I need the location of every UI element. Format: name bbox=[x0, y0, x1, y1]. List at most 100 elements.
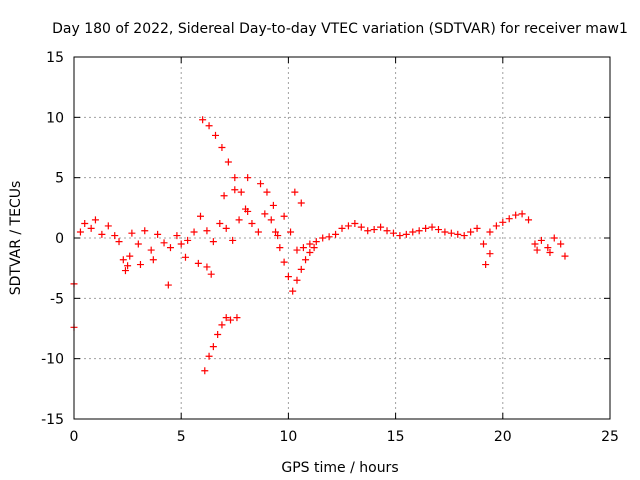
y-tick-label: -15 bbox=[41, 412, 64, 428]
y-tick-label: 10 bbox=[46, 110, 64, 126]
data-point bbox=[402, 230, 410, 238]
chart-title: Day 180 of 2022, Sidereal Day-to-day VTE… bbox=[52, 21, 628, 37]
data-point bbox=[218, 321, 226, 329]
data-point bbox=[233, 314, 241, 322]
data-point bbox=[415, 227, 423, 235]
data-point bbox=[160, 239, 168, 247]
data-point bbox=[505, 215, 513, 223]
data-point bbox=[214, 331, 222, 339]
y-tick-label: 5 bbox=[55, 171, 64, 187]
data-point bbox=[272, 228, 280, 236]
data-point bbox=[224, 158, 232, 166]
data-point bbox=[124, 262, 132, 270]
data-point bbox=[201, 367, 209, 375]
data-point bbox=[377, 223, 385, 231]
data-point bbox=[280, 212, 288, 220]
data-point bbox=[274, 232, 282, 240]
data-point bbox=[428, 223, 436, 231]
data-point bbox=[196, 212, 204, 220]
data-point bbox=[531, 240, 539, 248]
data-point bbox=[227, 316, 235, 324]
data-point bbox=[244, 207, 252, 215]
data-point bbox=[434, 226, 442, 234]
data-point bbox=[119, 256, 127, 264]
data-point bbox=[173, 232, 181, 240]
data-point bbox=[222, 314, 230, 322]
data-point bbox=[244, 174, 252, 182]
data-point bbox=[561, 252, 569, 260]
data-point bbox=[512, 211, 520, 219]
data-point bbox=[422, 224, 430, 232]
series-main-band bbox=[70, 205, 569, 331]
data-point bbox=[209, 238, 217, 246]
data-point bbox=[235, 216, 243, 224]
data-point bbox=[486, 228, 494, 236]
data-point bbox=[134, 240, 142, 248]
y-tick-label: -10 bbox=[41, 352, 64, 368]
data-point bbox=[332, 230, 340, 238]
data-point bbox=[291, 188, 299, 196]
data-point bbox=[480, 240, 488, 248]
data-point bbox=[121, 267, 129, 275]
data-point bbox=[164, 281, 172, 289]
data-point bbox=[207, 270, 215, 278]
data-point bbox=[205, 352, 213, 360]
data-point bbox=[154, 230, 162, 238]
data-point bbox=[364, 227, 372, 235]
data-point bbox=[492, 222, 500, 230]
data-point bbox=[128, 229, 136, 237]
data-point bbox=[297, 199, 305, 207]
data-point bbox=[409, 228, 417, 236]
data-point bbox=[231, 174, 239, 182]
data-point bbox=[194, 259, 202, 267]
x-axis-label: GPS time / hours bbox=[281, 460, 398, 476]
data-point bbox=[261, 210, 269, 218]
x-tick-label: 5 bbox=[177, 429, 186, 445]
data-point bbox=[136, 261, 144, 269]
data-points bbox=[70, 116, 569, 375]
data-point bbox=[473, 224, 481, 232]
data-point bbox=[284, 273, 292, 281]
data-point bbox=[87, 224, 95, 232]
data-point bbox=[544, 244, 552, 252]
data-point bbox=[370, 226, 378, 234]
data-point bbox=[325, 233, 333, 241]
data-point bbox=[209, 343, 217, 351]
data-point bbox=[454, 230, 462, 238]
data-point bbox=[269, 201, 277, 209]
data-point bbox=[76, 228, 84, 236]
data-point bbox=[147, 246, 155, 254]
data-point bbox=[81, 220, 89, 228]
data-point bbox=[287, 228, 295, 236]
data-point bbox=[91, 216, 99, 224]
data-point bbox=[257, 180, 265, 188]
series-dip-segment bbox=[272, 228, 318, 295]
data-point bbox=[229, 236, 237, 244]
data-point bbox=[486, 250, 494, 258]
data-point bbox=[126, 252, 134, 260]
data-point bbox=[383, 227, 391, 235]
data-point bbox=[199, 116, 207, 124]
data-point bbox=[104, 222, 112, 230]
data-point bbox=[263, 188, 271, 196]
data-point bbox=[111, 232, 119, 240]
data-point bbox=[237, 188, 245, 196]
data-point bbox=[218, 144, 226, 151]
series-scatter-outliers bbox=[121, 174, 554, 289]
data-point bbox=[254, 228, 262, 236]
data-point bbox=[344, 222, 352, 230]
x-tick-label: 25 bbox=[601, 429, 619, 445]
data-point bbox=[190, 228, 198, 236]
data-point bbox=[525, 216, 533, 224]
data-point bbox=[467, 228, 475, 236]
y-axis-label: SDTVAR / TECUs bbox=[8, 181, 24, 296]
data-point bbox=[212, 131, 220, 139]
data-point bbox=[389, 229, 397, 237]
data-point bbox=[205, 122, 213, 130]
data-point bbox=[216, 220, 224, 228]
data-point bbox=[267, 216, 275, 224]
data-point bbox=[460, 232, 468, 240]
data-point bbox=[289, 287, 297, 295]
data-point bbox=[557, 240, 565, 248]
data-point bbox=[518, 210, 526, 218]
